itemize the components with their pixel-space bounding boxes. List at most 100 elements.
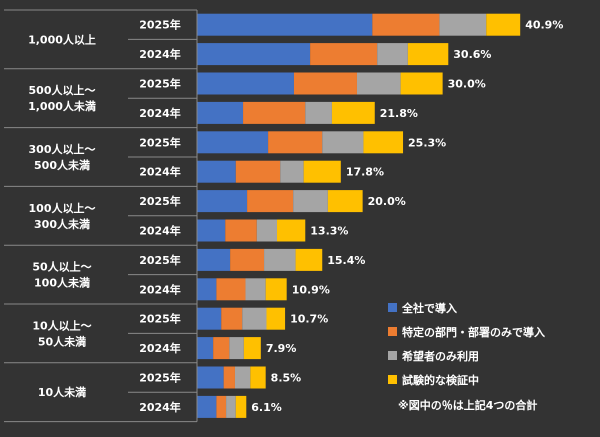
bar-segment	[266, 307, 286, 330]
year-label: 2024年	[139, 106, 181, 120]
group-label: 300人未満	[34, 217, 90, 231]
year-label: 2024年	[139, 224, 181, 238]
group-label: 10人未満	[38, 385, 86, 399]
bar-segment	[197, 13, 373, 36]
year-label: 2025年	[139, 77, 181, 91]
group-label: 100人以上～	[29, 201, 96, 215]
legend-swatch	[388, 375, 397, 384]
bar-segment	[439, 13, 487, 36]
year-label: 2025年	[139, 18, 181, 32]
bar-segment	[216, 395, 227, 418]
bar-segment	[363, 131, 404, 154]
group-label: 10人以上～	[32, 318, 91, 332]
bar-segment	[276, 219, 306, 242]
legend-swatch	[388, 303, 397, 312]
year-label: 2025年	[139, 135, 181, 149]
bar-segment	[322, 131, 364, 154]
bar-segment	[197, 43, 311, 66]
year-label: 2024年	[139, 341, 181, 355]
bar-segment	[305, 101, 332, 124]
total-label: 6.1%	[251, 401, 282, 414]
total-label: 30.6%	[453, 48, 491, 61]
year-label: 2025年	[139, 371, 181, 385]
bar-segment	[197, 101, 244, 124]
bar-segment	[234, 366, 251, 389]
total-label: 30.0%	[448, 78, 486, 91]
total-label: 8.5%	[271, 372, 302, 385]
year-label: 2024年	[139, 282, 181, 296]
bar-segment	[223, 366, 235, 389]
total-label: 10.9%	[292, 283, 330, 296]
group-label: 1,000人以上	[28, 32, 96, 46]
group-label: 500人以上～	[29, 83, 96, 97]
bar-segment	[264, 248, 296, 271]
legend-label: 全社で導入	[401, 301, 457, 315]
bar-segment	[310, 43, 378, 66]
group-label: 1,000人未満	[28, 99, 96, 113]
bar-segment	[213, 337, 230, 360]
bar-segment	[197, 131, 269, 154]
bar-segment	[235, 160, 281, 183]
bar-segment	[243, 337, 261, 360]
total-label: 15.4%	[327, 254, 365, 267]
total-label: 21.8%	[380, 107, 418, 120]
bar-segment	[216, 278, 246, 301]
bar-segment	[197, 307, 222, 330]
bar-segment	[356, 72, 401, 95]
bar-segment	[243, 101, 306, 124]
legend-swatch	[388, 327, 397, 336]
total-label: 20.0%	[368, 195, 406, 208]
bar-segment	[221, 307, 243, 330]
bar-segment	[247, 190, 294, 213]
bar-segment	[245, 278, 266, 301]
total-label: 13.3%	[310, 225, 348, 238]
year-label: 2025年	[139, 194, 181, 208]
bar-segment	[303, 160, 341, 183]
bar-segment	[295, 248, 323, 271]
year-label: 2024年	[139, 400, 181, 414]
bar-segment	[197, 395, 217, 418]
bar-segment	[331, 101, 375, 124]
legend-label: 希望者のみ利用	[401, 349, 479, 363]
total-label: 7.9%	[266, 342, 297, 355]
group-label: 50人未満	[38, 334, 86, 348]
bar-segment	[372, 13, 440, 36]
bar-segment	[377, 43, 408, 66]
total-label: 25.3%	[408, 136, 446, 149]
bar-segment	[235, 395, 247, 418]
bar-segment	[197, 160, 236, 183]
bar-segment	[197, 278, 217, 301]
bar-segment	[256, 219, 277, 242]
total-label: 10.7%	[290, 313, 328, 326]
bar-segment	[407, 43, 449, 66]
legend-label: 特定の部門・部署のみで導入	[402, 325, 545, 339]
group-label: 300人以上～	[29, 142, 96, 156]
legend-label: 試験的な検証中	[402, 373, 479, 387]
bar-segment	[225, 219, 257, 242]
year-label: 2024年	[139, 47, 181, 61]
bar-segment	[197, 366, 224, 389]
bar-segment	[197, 219, 226, 242]
bar-segment	[229, 337, 244, 360]
bar-segment	[265, 278, 287, 301]
total-label: 17.8%	[346, 166, 384, 179]
year-label: 2025年	[139, 312, 181, 326]
bar-segment	[486, 13, 521, 36]
bar-segment	[230, 248, 265, 271]
group-label: 100人未満	[34, 276, 90, 290]
group-label: 500人未満	[34, 158, 90, 172]
bar-segment	[268, 131, 323, 154]
bar-segment	[280, 160, 304, 183]
bar-segment	[293, 72, 357, 95]
bar-segment	[293, 190, 328, 213]
bar-segment	[242, 307, 267, 330]
bar-segment	[197, 72, 294, 95]
bar-segment	[197, 248, 231, 271]
bar-segment	[250, 366, 266, 389]
year-label: 2024年	[139, 165, 181, 179]
bar-segment	[197, 190, 248, 213]
bar-segment	[197, 337, 214, 360]
note-text: ※図中の％は上記4つの合計	[398, 398, 537, 412]
bar-segment	[226, 395, 236, 418]
